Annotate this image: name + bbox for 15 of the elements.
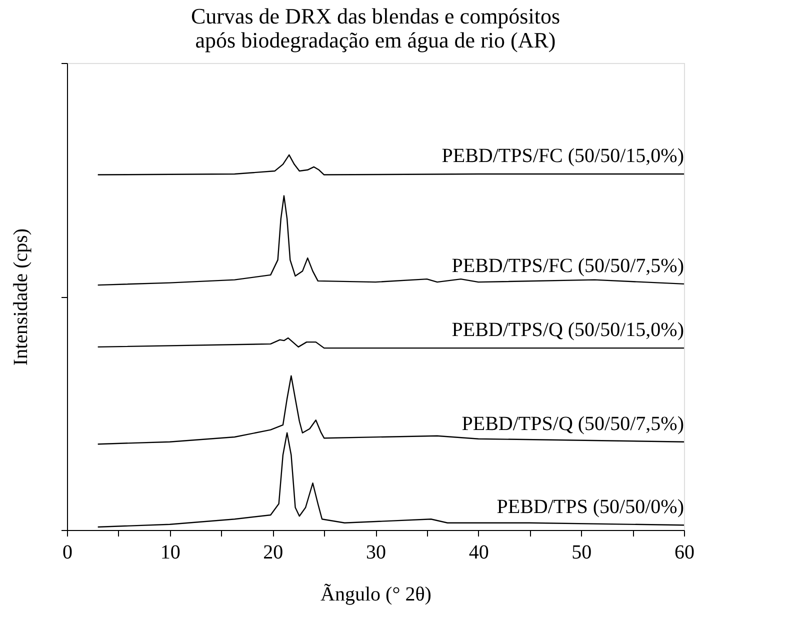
x-tick-label: 50 bbox=[572, 542, 592, 564]
x-tick-label: 60 bbox=[674, 542, 694, 564]
series-label: PEBD/TPS/FC (50/50/7,5%) bbox=[452, 254, 684, 277]
y-axis-title: Intensidade (cps) bbox=[10, 228, 32, 366]
x-tick-label: 30 bbox=[366, 542, 386, 564]
series-label: PEBD/TPS/Q (50/50/7,5%) bbox=[462, 412, 684, 435]
x-tick-label: 20 bbox=[263, 542, 284, 564]
x-tick-label: 40 bbox=[468, 542, 489, 564]
series-label: PEBD/TPS (50/50/0%) bbox=[496, 496, 684, 518]
x-axis-title: Ãngulo (° 2θ) bbox=[320, 584, 432, 606]
x-tick-label: 10 bbox=[160, 542, 180, 564]
chart-title: Curvas de DRX das blendas e compósitos após biodegradação em água de rio (AR) bbox=[190, 4, 560, 52]
x-tick-label: 0 bbox=[62, 542, 72, 564]
series-label: PEBD/TPS/FC (50/50/15,0%) bbox=[442, 145, 684, 168]
series-label: PEBD/TPS/Q (50/50/15,0%) bbox=[452, 319, 684, 342]
